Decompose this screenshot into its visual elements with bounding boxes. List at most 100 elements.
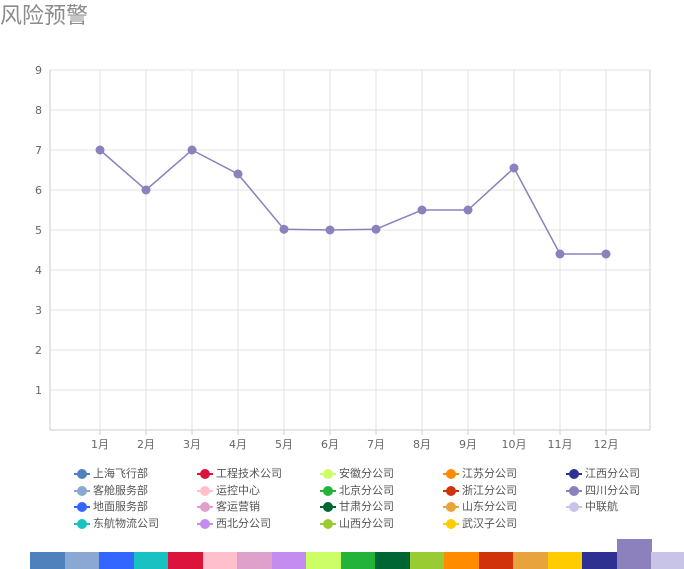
legend-label: 江西分公司 bbox=[585, 467, 640, 480]
color-swatch[interactable] bbox=[375, 552, 410, 569]
legend-item[interactable]: 甘肃分公司 bbox=[320, 499, 394, 515]
series-line bbox=[99, 149, 606, 255]
x-tick-label: 12月 bbox=[594, 438, 619, 451]
data-point bbox=[463, 205, 473, 215]
legend-marker-icon bbox=[74, 469, 90, 479]
legend-item[interactable]: 安徽分公司 bbox=[320, 466, 394, 482]
x-tick-label: 9月 bbox=[459, 438, 477, 451]
x-tick-label: 10月 bbox=[502, 438, 527, 451]
legend-label: 武汉子公司 bbox=[462, 516, 517, 530]
data-point bbox=[509, 163, 519, 173]
data-point bbox=[233, 169, 243, 179]
legend-item[interactable]: 四川分公司 bbox=[566, 483, 640, 499]
legend-label: 西北分公司 bbox=[216, 516, 271, 530]
legend-label: 客运营销 bbox=[216, 500, 260, 513]
legend-item[interactable]: 武汉子公司 bbox=[443, 516, 517, 532]
legend-item[interactable]: 江苏分公司 bbox=[443, 466, 517, 482]
legend-label: 甘肃分公司 bbox=[339, 500, 394, 513]
data-point bbox=[601, 249, 611, 259]
color-swatch[interactable] bbox=[237, 552, 272, 569]
data-point bbox=[417, 205, 427, 215]
y-tick-label: 7 bbox=[35, 144, 42, 157]
legend-label: 中联航 bbox=[585, 500, 618, 513]
x-tick-label: 5月 bbox=[275, 438, 293, 451]
legend-marker-icon bbox=[320, 518, 336, 529]
legend-label: 四川分公司 bbox=[585, 483, 640, 497]
legend-label: 上海飞行部 bbox=[93, 467, 148, 480]
color-swatch[interactable] bbox=[478, 552, 514, 569]
color-swatch[interactable] bbox=[168, 552, 203, 569]
x-tick-label: 8月 bbox=[413, 438, 431, 451]
legend-marker-icon bbox=[74, 485, 90, 496]
color-swatch[interactable] bbox=[133, 552, 169, 569]
color-swatch[interactable] bbox=[409, 552, 445, 569]
color-swatch[interactable] bbox=[271, 552, 307, 569]
y-tick-label: 6 bbox=[35, 184, 42, 197]
color-swatch[interactable] bbox=[202, 552, 238, 569]
legend-label: 浙江分公司 bbox=[462, 483, 517, 497]
color-swatch[interactable] bbox=[651, 552, 684, 569]
color-swatch[interactable] bbox=[444, 552, 479, 569]
color-swatch[interactable] bbox=[547, 552, 583, 569]
data-point bbox=[279, 224, 289, 234]
legend-label: 地面服务部 bbox=[93, 500, 148, 513]
legend-item[interactable]: 中联航 bbox=[566, 499, 618, 515]
legend-marker-icon bbox=[197, 485, 213, 496]
legend-label: 工程技术公司 bbox=[216, 467, 282, 480]
data-point bbox=[95, 145, 105, 155]
x-tick-label: 3月 bbox=[183, 438, 201, 451]
legend-marker-icon bbox=[74, 502, 90, 512]
page-title: 风险预警 bbox=[0, 4, 89, 29]
legend-marker-icon bbox=[443, 485, 459, 496]
y-tick-label: 4 bbox=[35, 264, 42, 277]
legend-label: 山西分公司 bbox=[339, 516, 394, 530]
color-swatch[interactable] bbox=[582, 552, 617, 569]
legend-label: 山东分公司 bbox=[462, 500, 517, 513]
legend-marker-icon bbox=[566, 485, 582, 496]
legend-marker-icon bbox=[320, 485, 336, 496]
data-point bbox=[555, 249, 565, 259]
x-tick-label: 4月 bbox=[229, 438, 247, 451]
data-point bbox=[325, 225, 335, 235]
legend-marker-icon bbox=[320, 502, 336, 512]
legend-item[interactable]: 运控中心 bbox=[197, 483, 260, 499]
legend-item[interactable]: 山东分公司 bbox=[443, 499, 517, 515]
legend-item[interactable]: 东航物流公司 bbox=[74, 516, 159, 532]
legend-marker-icon bbox=[74, 518, 90, 529]
legend-label: 客舱服务部 bbox=[93, 483, 148, 497]
y-tick-label: 8 bbox=[35, 104, 42, 117]
legend-marker-icon bbox=[320, 469, 336, 479]
legend-item[interactable]: 江西分公司 bbox=[566, 466, 640, 482]
legend-label: 东航物流公司 bbox=[93, 516, 159, 530]
y-tick-label: 3 bbox=[35, 304, 42, 317]
legend-label: 北京分公司 bbox=[339, 483, 394, 497]
legend-label: 运控中心 bbox=[216, 483, 260, 497]
legend-item[interactable]: 地面服务部 bbox=[74, 499, 148, 515]
legend-marker-icon bbox=[566, 502, 582, 512]
legend-item[interactable]: 北京分公司 bbox=[320, 483, 394, 499]
legend-item[interactable]: 山西分公司 bbox=[320, 516, 394, 532]
color-swatch[interactable] bbox=[99, 552, 134, 569]
legend-marker-icon bbox=[197, 518, 213, 529]
x-tick-label: 11月 bbox=[548, 438, 573, 451]
y-tick-label: 9 bbox=[35, 64, 42, 77]
color-swatch[interactable] bbox=[513, 552, 548, 569]
x-tick-label: 2月 bbox=[137, 438, 155, 451]
color-swatch[interactable] bbox=[64, 552, 100, 569]
legend-item[interactable]: 浙江分公司 bbox=[443, 483, 517, 499]
legend-item[interactable]: 西北分公司 bbox=[197, 516, 271, 532]
legend-item[interactable]: 客舱服务部 bbox=[74, 483, 148, 499]
color-swatch[interactable] bbox=[306, 552, 341, 569]
legend-marker-icon bbox=[443, 518, 459, 529]
legend-item[interactable]: 上海飞行部 bbox=[74, 466, 148, 482]
legend-item[interactable]: 工程技术公司 bbox=[197, 466, 282, 482]
legend-label: 江苏分公司 bbox=[462, 467, 517, 480]
color-swatch[interactable] bbox=[616, 539, 652, 569]
legend-label: 安徽分公司 bbox=[339, 467, 394, 480]
color-swatch[interactable] bbox=[30, 552, 65, 569]
legend-item[interactable]: 客运营销 bbox=[197, 499, 260, 515]
y-tick-label: 5 bbox=[35, 224, 42, 237]
legend-marker-icon bbox=[566, 469, 582, 479]
color-swatch[interactable] bbox=[340, 552, 376, 569]
data-point bbox=[141, 185, 151, 195]
